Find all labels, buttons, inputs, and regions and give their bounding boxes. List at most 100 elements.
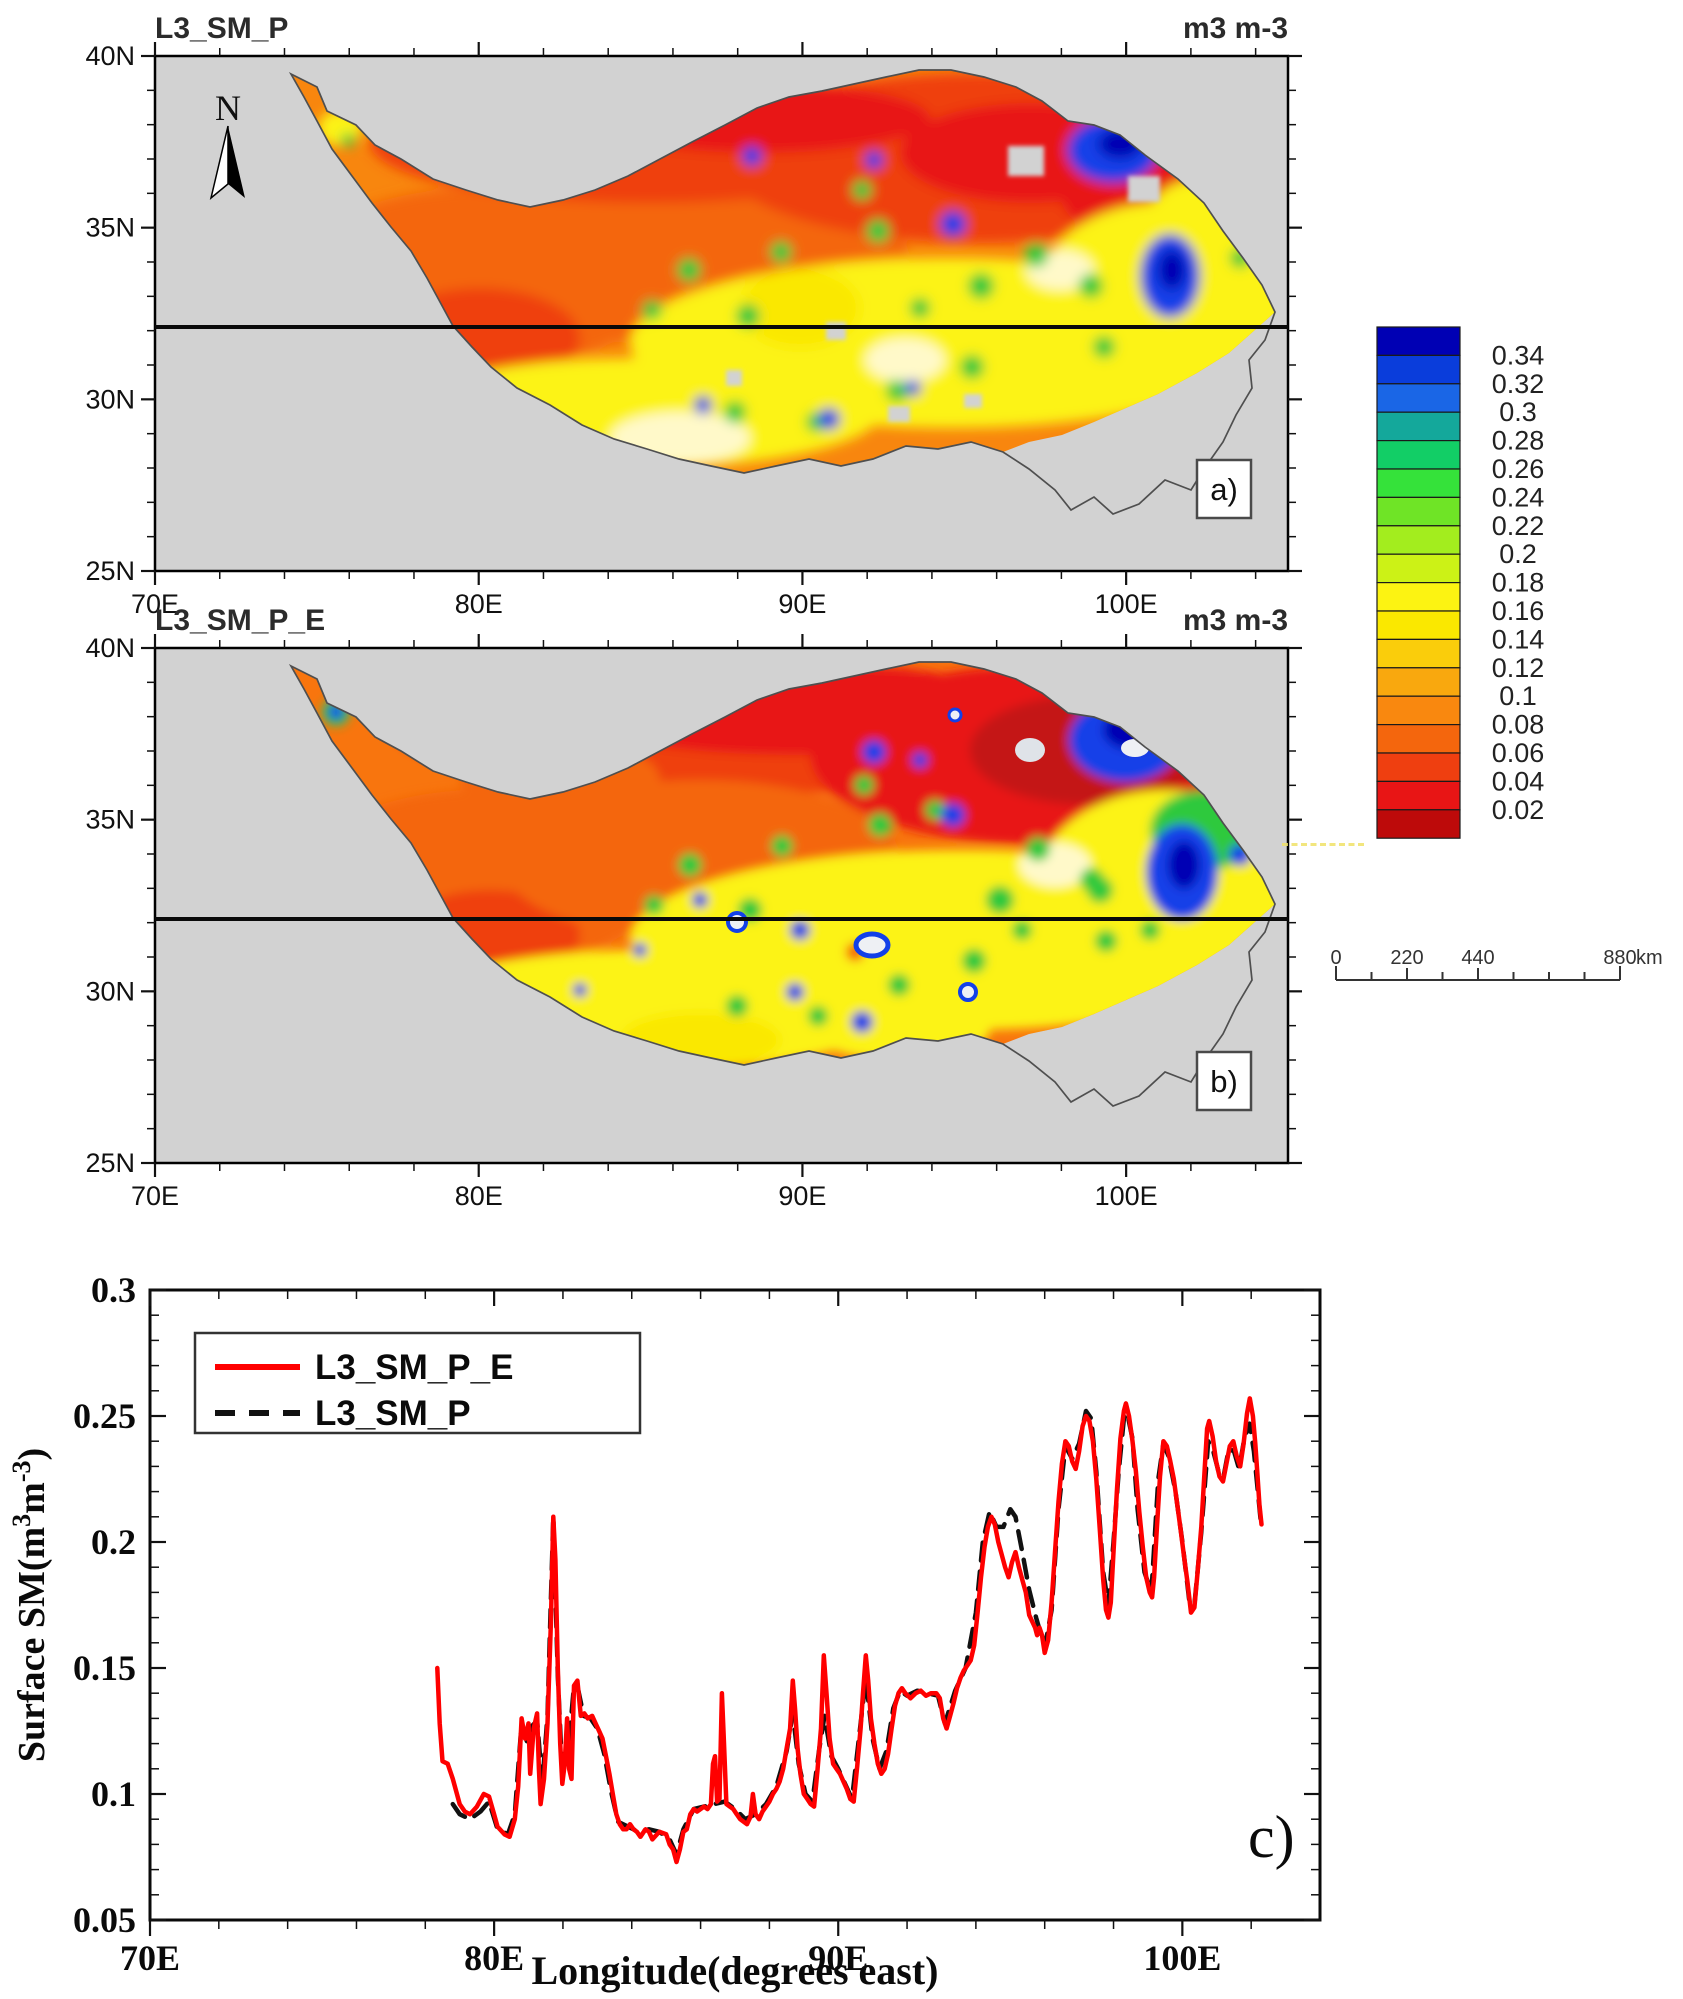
scalebar-label-440: 440: [1461, 947, 1494, 969]
colorbar-tick-label: 0.1: [1499, 681, 1537, 711]
colorbar-band: [1376, 326, 1461, 356]
scalebar-label-220: 220: [1390, 947, 1423, 969]
colorbar-band: [1376, 383, 1461, 413]
y-tick-label: 0.25: [73, 1396, 136, 1436]
legend-box: [193, 1331, 642, 1435]
y-tick-label: 0.3: [91, 1270, 136, 1310]
map-panel-a: L3_SM_P m3 m-3: [85, 12, 1302, 619]
y-tick-label: 0.2: [91, 1522, 136, 1562]
colorbar-band: [1376, 695, 1461, 726]
x-tick-label: 90E: [778, 1181, 826, 1211]
colorbar-tick-label: 0.24: [1492, 482, 1545, 512]
x-tick-label: 80E: [464, 1938, 524, 1978]
colorbar-band: [1376, 638, 1461, 669]
chart-plot-area: [148, 1288, 1322, 1922]
panel-b-letter: b): [1210, 1064, 1238, 1099]
colorbar-tick-label: 0.34: [1492, 340, 1545, 370]
scalebar-label-880: 880: [1603, 947, 1636, 969]
colorbar-tick-label: 0.32: [1492, 369, 1545, 399]
y-tick-label: 0.05: [73, 1900, 136, 1940]
scalebar-label-0: 0: [1330, 947, 1341, 969]
x-tick-label: 100E: [1095, 589, 1158, 619]
panel-c-letter: c): [1248, 1804, 1295, 1870]
panel-a-units: m3 m-3: [1183, 12, 1288, 45]
colorbar-tick-label: 0.3: [1499, 397, 1537, 427]
colorbar-band: [1376, 496, 1461, 527]
colorbar-tick-label: 0.06: [1492, 738, 1545, 768]
panel-a-letter: a): [1210, 472, 1238, 507]
map-panel-b: L3_SM_P_E m3 m-3: [85, 604, 1302, 1211]
x-tick-label: 100E: [1095, 1181, 1158, 1211]
colorbar-tick-label: 0.2: [1499, 539, 1537, 569]
colorbar-tick-label: 0.08: [1492, 710, 1545, 740]
plateau-outline-b: [288, 661, 1276, 1107]
colorbar-tick-label: 0.18: [1492, 568, 1545, 598]
y-tick-label: 25N: [85, 556, 135, 586]
colorbar-tick-label: 0.22: [1492, 511, 1545, 541]
y-tick-label: 0.1: [91, 1774, 136, 1814]
colorbar-bands: [1376, 326, 1461, 839]
colorbar-tick-label: 0.02: [1492, 795, 1545, 825]
x-tick-label: 70E: [131, 1181, 179, 1211]
colorbar-band: [1376, 440, 1461, 470]
lakes: [726, 707, 1149, 1002]
colorbar-band: [1376, 667, 1461, 697]
chart-series: [435, 1396, 1264, 1865]
faint-dashed-artifact: [1282, 843, 1364, 846]
plateau-outline-a: [288, 69, 1276, 515]
colorbar-band: [1376, 809, 1461, 839]
colorbar-band: [1376, 752, 1461, 782]
y-tick-label: 40N: [85, 41, 135, 71]
north-arrow: N: [209, 88, 245, 200]
chart-axes: 70E 80E 90E 100E 0.05 0.1 0.15 0.2 0.25 0.3: [73, 1270, 1320, 1978]
colorbar-tick-label: 0.14: [1492, 624, 1545, 654]
colorbar-labels: 0.340.320.30.280.260.240.220.20.180.160.…: [1492, 340, 1545, 824]
y-tick-label: 25N: [85, 1148, 135, 1178]
legend-label-0: L3_SM_P_E: [315, 1348, 513, 1387]
y-tick-label: 40N: [85, 633, 135, 663]
scalebar-unit: km: [1636, 947, 1663, 969]
north-arrow-label: N: [215, 88, 241, 128]
distance-scalebar: 0 220 440 880 km: [1330, 947, 1663, 981]
x-tick-label: 90E: [778, 589, 826, 619]
x-tick-label: 90E: [808, 1938, 868, 1978]
series-L3_SM_P_E: [435, 1396, 1264, 1865]
x-tick-label: 80E: [455, 589, 503, 619]
colorbar-tick-label: 0.26: [1492, 454, 1545, 484]
colorbar-band: [1376, 780, 1461, 811]
panel-b-letter-box: [1195, 1050, 1253, 1112]
colorbar-tick-label: 0.16: [1492, 596, 1545, 626]
x-tick-label: 70E: [131, 589, 179, 619]
colorbar-band: [1376, 553, 1461, 584]
colorbar-band: [1376, 468, 1461, 498]
line-chart-c: 70E 80E 90E 100E 0.05 0.1 0.15 0.2 0.25 0.3 L3_SM…: [7, 1270, 1322, 1993]
panel-b-axes: 70E 80E 90E 100E 40N 35N 30N 25N: [85, 633, 1302, 1211]
panel-a-letter-box: [1195, 458, 1253, 520]
colorbar: 0.340.320.30.280.260.240.220.20.180.160.…: [1376, 326, 1545, 839]
y-tick-label: 30N: [85, 384, 135, 414]
panel-a-axes: 70E 80E 90E 100E 40N 35N 30N 25N: [85, 41, 1302, 619]
chart-legend: L3_SM_P_E L3_SM_P: [193, 1331, 642, 1435]
colorbar-band: [1376, 411, 1461, 442]
chart-ylabel: Surface SM(m3m-3): [7, 1448, 53, 1762]
colorbar-band: [1376, 582, 1461, 612]
panel-b-title: L3_SM_P_E: [155, 604, 325, 637]
y-tick-label: 35N: [85, 213, 135, 243]
x-tick-label: 70E: [120, 1938, 180, 1978]
colorbar-tick-label: 0.28: [1492, 426, 1545, 456]
colorbar-tick-label: 0.04: [1492, 766, 1545, 796]
panel-a-title: L3_SM_P: [155, 12, 288, 45]
colorbar-band: [1376, 724, 1461, 754]
y-tick-label: 35N: [85, 805, 135, 835]
panel-b-units: m3 m-3: [1183, 604, 1288, 637]
colorbar-band: [1376, 610, 1461, 640]
x-tick-label: 80E: [455, 1181, 503, 1211]
chart-xlabel: Longitude(degrees east): [532, 1948, 939, 1993]
y-tick-label: 0.15: [73, 1648, 136, 1688]
x-tick-label: 100E: [1143, 1938, 1221, 1978]
legend-label-1: L3_SM_P: [315, 1394, 471, 1433]
y-tick-label: 30N: [85, 976, 135, 1006]
colorbar-band: [1376, 354, 1461, 385]
colorbar-tick-label: 0.12: [1492, 653, 1545, 683]
